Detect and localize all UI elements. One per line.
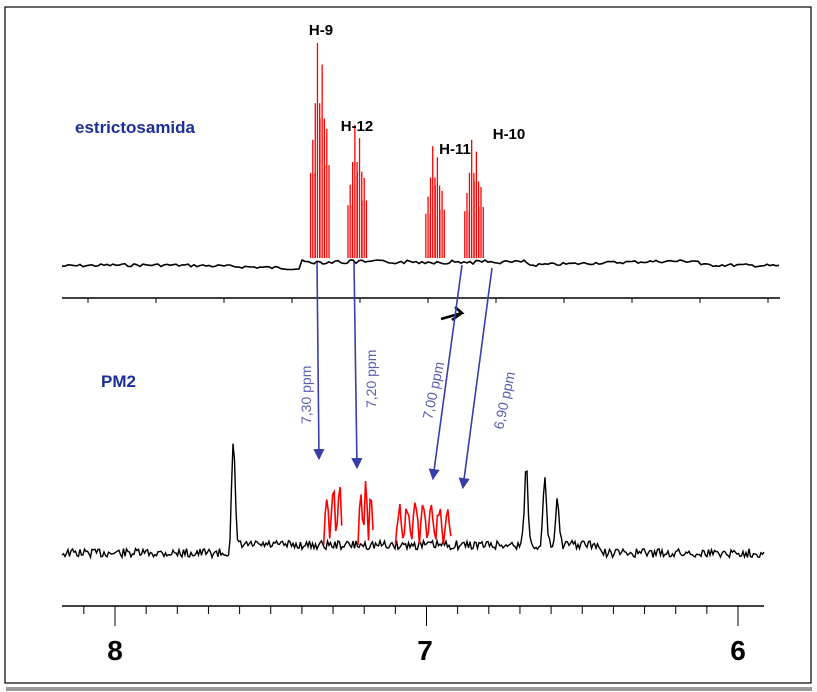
pm2-peaks xyxy=(322,480,452,546)
figure-border xyxy=(4,6,812,684)
arrow-label-720: 7,20 ppm xyxy=(363,350,379,408)
top-axis-marker xyxy=(440,306,465,322)
pm2-highlight-3 xyxy=(394,502,452,546)
estrictosamida-peaks xyxy=(309,43,484,258)
top-axis xyxy=(62,297,780,322)
peak-label-h9: H-9 xyxy=(309,22,333,39)
tick-label-7: 7 xyxy=(417,635,433,666)
shift-arrow-h10 xyxy=(458,267,493,490)
shift-arrows xyxy=(313,261,493,490)
pm2-spectrum xyxy=(61,443,765,560)
top-peak-h-10 xyxy=(464,139,484,258)
bottom-axis: 8 7 6 xyxy=(62,605,764,666)
pm2-highlight-1 xyxy=(322,486,343,546)
tick-label-8: 8 xyxy=(107,635,123,666)
shift-arrow-h11 xyxy=(428,264,463,481)
top-peak-h-11 xyxy=(425,146,445,258)
bottom-axis-ticks xyxy=(83,606,739,626)
shift-arrow-h12 xyxy=(351,261,363,470)
top-peak-h-9 xyxy=(309,43,330,258)
top-peak-h-12 xyxy=(347,124,368,258)
peak-label-h10: H-10 xyxy=(493,126,526,143)
top-axis-ticks xyxy=(87,298,769,303)
estrictosamida-spectrum xyxy=(61,43,780,271)
sample-label-pm2: PM2 xyxy=(101,372,136,391)
peak-label-h12: H-12 xyxy=(341,118,374,135)
arrow-label-730: 7,30 ppm xyxy=(298,366,314,424)
tick-label-6: 6 xyxy=(730,635,746,666)
pm2-highlight-2 xyxy=(357,480,374,546)
estrictosamida-trace xyxy=(61,259,780,271)
shift-arrow-h9 xyxy=(313,261,325,461)
sample-label-estrictosamida: estrictosamida xyxy=(75,118,196,137)
pm2-trace xyxy=(61,443,765,560)
peak-label-h11: H-11 xyxy=(439,141,471,158)
